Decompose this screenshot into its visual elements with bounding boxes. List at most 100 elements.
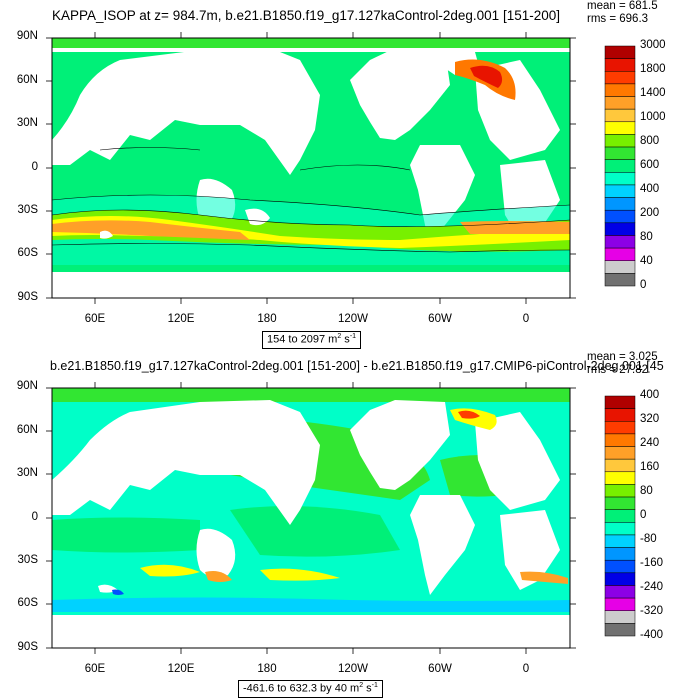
colorbar-swatch: [604, 197, 636, 211]
colorbar-label: 0: [640, 279, 647, 291]
lon-label: 120W: [337, 663, 369, 675]
lon-label: 120E: [167, 663, 195, 675]
colorbar-label: -240: [640, 581, 664, 593]
colorbar-swatch: [604, 172, 636, 186]
colorbar-label: 40: [640, 255, 653, 267]
panel-title: KAPPA_ISOP at z= 984.7m, b.e21.B1850.f19…: [52, 8, 560, 23]
lon-label: 180: [257, 313, 277, 325]
colorbar-label: 1000: [640, 111, 666, 123]
ocean-field: [52, 38, 570, 272]
lon-label: 60E: [84, 663, 106, 675]
rms-value: rms = 696.3: [587, 13, 649, 25]
lat-label: 30S: [17, 204, 38, 216]
panel-title: b.e21.B1850.f19_g17.127kaControl-2deg.00…: [50, 359, 664, 373]
colorbar-label: -400: [640, 629, 664, 641]
colorbar-swatch: [604, 408, 636, 422]
colorbar-swatch: [604, 260, 636, 274]
colorbar-swatch: [604, 610, 636, 624]
colorbar-swatch: [604, 484, 636, 498]
lat-label: 0: [31, 511, 38, 523]
axis-ticks: [46, 382, 576, 654]
colorbar-swatch: [604, 134, 636, 148]
stats: mean = 681.5 rms = 696.3: [587, 0, 658, 26]
colorbar-label: 80: [640, 485, 653, 497]
colorbar-swatch: [604, 559, 636, 574]
colorbar-swatch: [604, 96, 636, 110]
lat-label: 90N: [16, 30, 38, 42]
colorbar-label: -320: [640, 605, 664, 617]
lon-label: 60E: [84, 313, 106, 325]
map-canvas: [46, 32, 636, 304]
panel-kappa-isop: KAPPA_ISOP at z= 984.7m, b.e21.B1850.f19…: [16, 0, 666, 349]
colorbar-label: 160: [640, 461, 660, 473]
lat-label: 30N: [16, 467, 38, 479]
colorbar-swatch: [604, 209, 636, 224]
lat-label: 0: [31, 161, 38, 173]
colorbar-label: 1800: [640, 63, 666, 75]
mean-value: mean = 681.5: [587, 0, 658, 12]
colorbar-swatch: [604, 597, 636, 611]
ocean-field: [52, 388, 570, 615]
contour-lines: [52, 147, 570, 253]
colorbar-label: 0: [640, 509, 647, 521]
value-range-box: -461.6 to 632.3 by 40 m2 s-1: [238, 680, 383, 698]
lat-label: 60N: [16, 424, 38, 436]
colorbar-label: -80: [640, 533, 657, 545]
colorbar-swatch: [604, 471, 636, 485]
colorbar-label: -160: [640, 557, 664, 569]
lat-label: 30S: [17, 554, 38, 566]
colorbar-swatch: [604, 509, 636, 523]
colorbar-label: 240: [640, 437, 660, 449]
colorbar: [604, 45, 636, 287]
colorbar-label: 80: [640, 231, 653, 243]
colorbar-label: 3000: [640, 39, 666, 51]
colorbar-swatch: [604, 585, 636, 599]
lat-label: 30N: [16, 117, 38, 129]
lon-label: 60W: [428, 663, 452, 675]
colorbar-swatch: [604, 184, 636, 198]
mean-value: mean = 3.025: [587, 351, 658, 363]
colorbar-label: 400: [640, 183, 660, 195]
colorbar-swatch: [604, 235, 636, 249]
colorbar-label: 1400: [640, 87, 666, 99]
stats: mean = 3.025 rms = 27.82: [587, 351, 658, 377]
colorbar-swatch: [604, 421, 636, 435]
value-range-box: 154 to 2097 m2 s-1: [262, 331, 362, 349]
colorbar-swatch: [604, 45, 636, 59]
lat-label: 60S: [17, 247, 38, 259]
colorbar-swatch: [604, 83, 636, 97]
colorbar-swatch: [604, 146, 636, 160]
colorbar-swatch: [604, 273, 636, 287]
colorbar-swatch: [604, 496, 636, 510]
colorbar: [604, 395, 636, 637]
colorbar-swatch: [604, 572, 636, 586]
colorbar-swatch: [604, 159, 636, 173]
colorbar-swatch: [604, 534, 636, 548]
colorbar-label: 200: [640, 207, 660, 219]
lon-label: 120W: [337, 313, 369, 325]
colorbar-label: 400: [640, 389, 660, 401]
lat-label: 90S: [17, 291, 38, 303]
rms-value: rms = 27.82: [587, 364, 649, 376]
lon-label: 0: [522, 663, 530, 675]
lon-label: 180: [257, 663, 277, 675]
lon-label: 120E: [167, 313, 195, 325]
colorbar-swatch: [604, 247, 636, 261]
lat-label: 90S: [17, 641, 38, 653]
lat-label: 60N: [16, 74, 38, 86]
colorbar-swatch: [604, 433, 636, 447]
lat-label: 90N: [16, 380, 38, 392]
lat-label: 60S: [17, 597, 38, 609]
colorbar-swatch: [604, 458, 636, 473]
colorbar-swatch: [604, 623, 636, 637]
colorbar-label: 600: [640, 159, 660, 171]
axis-ticks: [46, 32, 576, 304]
colorbar-label: 320: [640, 413, 660, 425]
colorbar-swatch: [604, 71, 636, 85]
map-canvas: [46, 382, 636, 654]
colorbar-swatch: [604, 395, 636, 409]
colorbar-swatch: [604, 522, 636, 536]
colorbar-swatch: [604, 58, 636, 72]
colorbar-label: 800: [640, 135, 660, 147]
colorbar-swatch: [604, 547, 636, 561]
